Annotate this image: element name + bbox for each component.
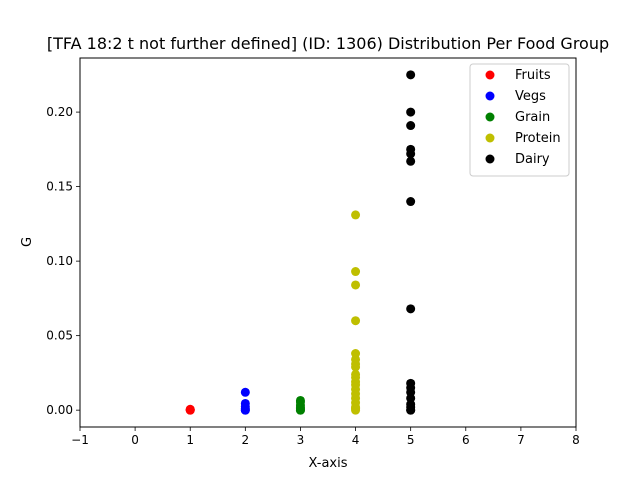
plot-frame — [79, 57, 577, 428]
x-axis-label: X-axis — [309, 456, 348, 471]
y-axis: 0.00 0.05 0.10 0.15 0.20 — [46, 105, 80, 417]
series-fruits — [185, 404, 195, 415]
dairy-point — [406, 156, 416, 166]
dairy-point — [406, 121, 416, 131]
chart-title: [TFA 18:2 t not further defined] (ID: 13… — [47, 34, 609, 53]
protein-point — [351, 316, 361, 326]
dairy-point — [406, 149, 416, 159]
y-tick-label: 0.05 — [46, 329, 73, 343]
y-axis-label: G — [20, 237, 35, 247]
legend-marker-protein — [485, 133, 495, 143]
dairy-point — [406, 197, 416, 207]
vegs-point — [240, 405, 250, 415]
legend-label-vegs: Vegs — [515, 89, 546, 104]
x-tick-label: 6 — [462, 433, 470, 447]
protein-point — [351, 267, 361, 277]
dairy-point — [406, 70, 416, 80]
legend-label-grain: Grain — [515, 110, 550, 125]
dairy-point — [406, 107, 416, 117]
y-tick-label: 0.10 — [46, 254, 73, 268]
plot-points — [185, 70, 416, 415]
x-tick-label: 8 — [572, 433, 580, 447]
legend-marker-grain — [485, 112, 495, 122]
protein-point — [351, 210, 361, 220]
grain-point — [295, 405, 305, 415]
y-tick-label: 0.15 — [46, 180, 73, 194]
protein-point — [351, 280, 361, 290]
protein-point — [351, 405, 361, 415]
legend-marker-fruits — [485, 70, 495, 80]
vegs-point — [240, 387, 250, 397]
x-tick-label: 0 — [131, 433, 139, 447]
x-tick-label: 1 — [186, 433, 194, 447]
x-tick-label: 4 — [352, 433, 360, 447]
legend-label-dairy: Dairy — [515, 152, 550, 167]
legend-marker-vegs — [485, 91, 495, 101]
x-tick-label: 3 — [297, 433, 305, 447]
series-dairy — [406, 70, 416, 415]
x-tick-label: −1 — [71, 433, 89, 447]
y-tick-label: 0.20 — [46, 105, 73, 119]
legend-frame — [469, 63, 570, 177]
x-axis: −1 0 1 2 3 4 5 6 7 8 — [71, 427, 580, 447]
legend-label-protein: Protein — [515, 131, 561, 146]
legend-marker-dairy — [485, 154, 495, 164]
series-grain — [295, 395, 305, 415]
legend-label-fruits: Fruits — [515, 68, 551, 83]
x-tick-label: 7 — [517, 433, 525, 447]
x-tick-label: 5 — [407, 433, 415, 447]
dairy-point — [406, 304, 416, 314]
dairy-point — [406, 405, 416, 415]
x-tick-label: 2 — [242, 433, 250, 447]
legend: Fruits Vegs Grain Protein Dairy — [469, 63, 570, 177]
y-tick-label: 0.00 — [46, 403, 73, 417]
protein-point — [351, 362, 361, 372]
fruits-point — [185, 404, 195, 414]
series-vegs — [240, 387, 250, 415]
series-protein — [351, 210, 361, 415]
